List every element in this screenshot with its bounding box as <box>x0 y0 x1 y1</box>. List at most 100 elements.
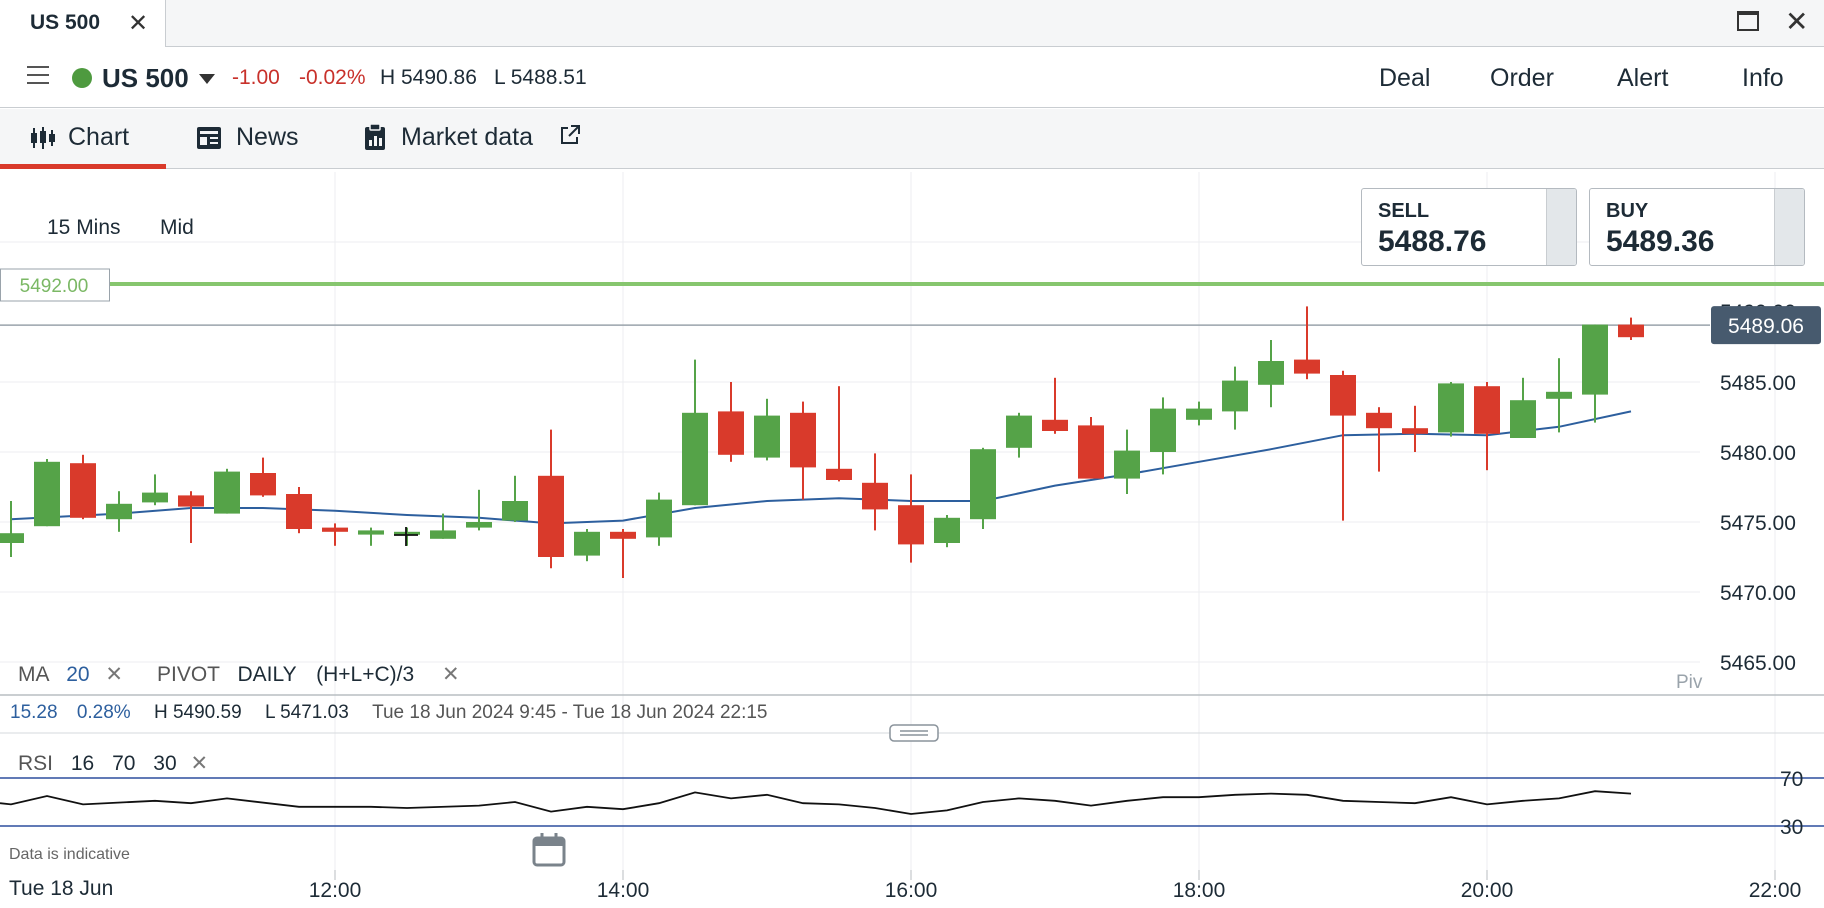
candle <box>106 491 132 532</box>
candle <box>466 489 492 531</box>
calendar-icon <box>532 833 566 867</box>
order-button[interactable]: Order <box>1490 64 1554 92</box>
candle-body <box>1294 359 1320 374</box>
candle <box>1402 405 1428 452</box>
panel-tabs: Chart News Market data <box>0 109 1824 169</box>
resize-handle-box <box>889 724 939 742</box>
price-tick-label: 5470.00 <box>1720 582 1796 605</box>
pivot-label: PIVOT <box>157 663 220 686</box>
pane-resize-handle <box>889 724 939 742</box>
candle-body <box>1510 400 1536 438</box>
candle <box>1078 417 1104 479</box>
candle-body <box>1546 391 1572 399</box>
close-tab-icon[interactable]: ✕ <box>128 10 149 37</box>
tab-news[interactable]: News <box>196 109 316 169</box>
menu-icon[interactable] <box>27 66 49 84</box>
candle <box>250 457 276 497</box>
tab-chart[interactable]: Chart <box>0 109 166 169</box>
remove-rsi-icon[interactable]: ✕ <box>190 752 209 775</box>
rsi-line <box>0 790 1632 815</box>
candle <box>538 429 564 569</box>
deal-button[interactable]: Deal <box>1379 64 1431 92</box>
candle-body <box>178 495 204 507</box>
candle <box>214 468 240 514</box>
candle <box>754 398 780 461</box>
sell-price: 5488.76 <box>1378 225 1487 258</box>
candle <box>34 459 60 527</box>
candle-body <box>682 412 708 506</box>
time-tick-label: 16:00 <box>885 879 938 902</box>
chart-start-date: Tue 18 Jun <box>9 877 114 900</box>
window-tab[interactable]: US 500 ✕ <box>0 0 166 47</box>
time-tick-label: 22:00 <box>1749 879 1802 902</box>
candle-body <box>970 449 996 520</box>
candle-body <box>1438 383 1464 433</box>
ma-label: MA <box>18 663 49 686</box>
time-tick-label: 14:00 <box>597 879 650 902</box>
pivot-tag-text: 5492.00 <box>20 276 89 297</box>
rsi-band-label: 70 <box>1780 768 1803 791</box>
rsi-panel: 70 30 <box>0 768 1824 839</box>
rsi-band-label: 30 <box>1780 816 1803 839</box>
rsi-upper: 70 <box>112 752 136 775</box>
candle-body <box>142 492 168 503</box>
period-range: Tue 18 Jun 2024 9:45 - Tue 18 Jun 2024 2… <box>372 702 768 723</box>
price-chart[interactable]: 5492.00 5490.005485.005480.005475.005470… <box>0 170 1824 908</box>
rsi-period: 16 <box>70 752 95 775</box>
external-link-icon[interactable] <box>559 124 581 146</box>
candle <box>826 386 852 482</box>
period-change-pct: 0.28% <box>76 702 131 723</box>
window-tab-bar: US 500 ✕ ✕ <box>0 0 1824 47</box>
period-stats: 15.28 0.28% H 5490.59 L 5471.03 Tue 18 J… <box>10 702 768 724</box>
time-tick-label: 12:00 <box>309 879 362 902</box>
clipboard-chart-icon <box>365 123 385 150</box>
ma20-line <box>10 410 1632 525</box>
candle-body <box>610 531 636 539</box>
candle <box>1114 429 1140 494</box>
sell-button[interactable]: SELL 5488.76 <box>1361 188 1577 266</box>
pivot-formula: (H+L+C)/3 <box>316 663 415 686</box>
candle <box>790 401 816 500</box>
remove-pivot-icon[interactable]: ✕ <box>441 663 460 686</box>
candle-body <box>286 494 312 529</box>
pivot-legend[interactable]: PIVOT DAILY (H+L+C)/3 ✕ <box>157 662 460 690</box>
candle-body <box>358 530 384 535</box>
candle-body <box>502 501 528 521</box>
active-tab-indicator <box>0 164 166 169</box>
info-button[interactable]: Info <box>1742 64 1784 92</box>
window-tab-title: US 500 <box>30 11 101 34</box>
rsi-legend[interactable]: RSI 16 70 30 ✕ <box>18 751 208 776</box>
buy-label: BUY <box>1606 200 1649 222</box>
candle-body <box>1222 380 1248 412</box>
chevron-down-icon[interactable] <box>199 74 215 84</box>
candle <box>1474 382 1500 471</box>
candlestick-icon <box>31 127 55 149</box>
candle-body <box>898 505 924 545</box>
candlesticks[interactable] <box>0 306 1644 578</box>
candle <box>1258 340 1284 408</box>
tab-market-data[interactable]: Market data <box>362 109 592 169</box>
remove-ma-icon[interactable]: ✕ <box>105 663 123 686</box>
candle <box>610 529 636 578</box>
price-type-selector[interactable]: Mid <box>152 216 202 240</box>
period-high: H 5490.59 <box>153 702 242 723</box>
interval-selector[interactable]: 15 Mins <box>39 216 129 240</box>
candle-body <box>1042 419 1068 431</box>
candle-body <box>934 517 960 543</box>
alert-button[interactable]: Alert <box>1617 64 1669 92</box>
buy-button[interactable]: BUY 5489.36 <box>1589 188 1805 266</box>
candle-body <box>106 503 132 520</box>
time-tick-label: 18:00 <box>1173 879 1226 902</box>
maximize-icon[interactable] <box>1737 11 1759 31</box>
close-window-icon[interactable]: ✕ <box>1785 6 1809 37</box>
candle <box>1582 324 1608 423</box>
ma-legend[interactable]: MA 20 ✕ <box>18 662 123 690</box>
candle-body <box>1330 375 1356 416</box>
instrument-name[interactable]: US 500 <box>102 63 189 93</box>
sell-label: SELL <box>1378 200 1430 222</box>
price-tick-label: 5480.00 <box>1720 442 1796 465</box>
candle <box>394 527 420 546</box>
candle-body <box>1618 324 1644 338</box>
candle-body <box>214 471 240 514</box>
time-axis: 12:00 14:00 16:00 18:00 20:00 22:00 <box>309 870 1802 902</box>
